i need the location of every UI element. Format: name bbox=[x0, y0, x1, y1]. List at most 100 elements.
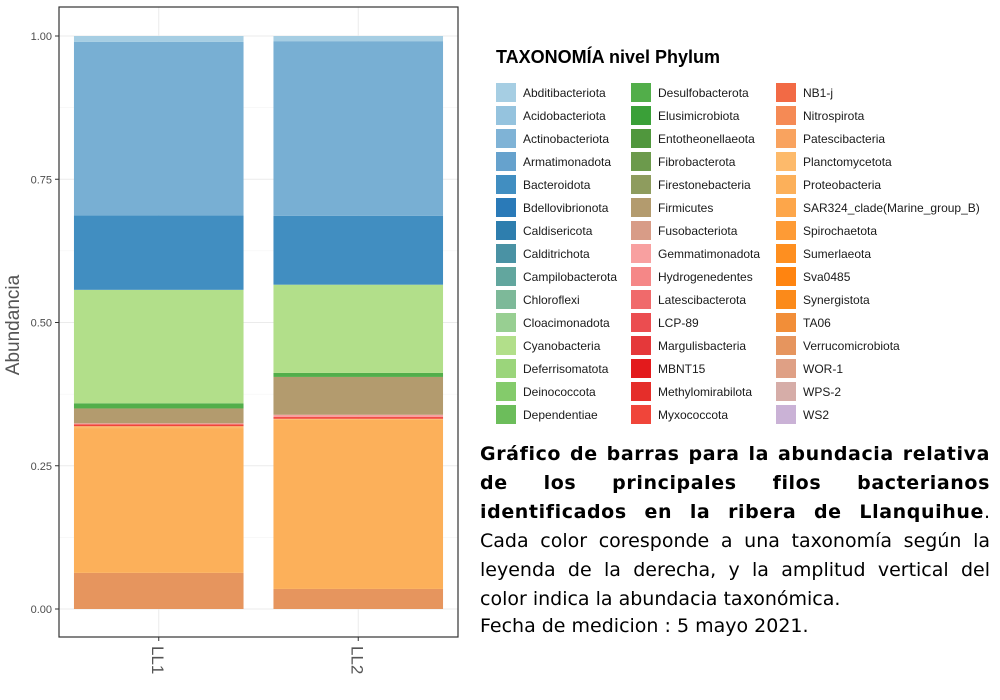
legend-label: Methylomirabilota bbox=[658, 385, 753, 399]
x-axis: LL1 LL2 bbox=[148, 637, 366, 674]
legend-key-swatch bbox=[496, 129, 516, 148]
legend-key-swatch bbox=[776, 83, 796, 102]
legend-key-swatch bbox=[776, 244, 796, 263]
legend-title: TAXONOMÍA nivel Phylum bbox=[496, 47, 721, 67]
legend-label: Myxococcota bbox=[658, 408, 729, 422]
bar-segment-ll2-abditibacteriota bbox=[273, 36, 444, 42]
legend-label: Caldisericota bbox=[523, 224, 593, 238]
legend-key-swatch bbox=[631, 290, 651, 309]
legend-key-swatch bbox=[631, 405, 651, 424]
legend-label: Planctomycetota bbox=[803, 155, 892, 169]
legend-label: Cloacimonadota bbox=[523, 316, 610, 330]
y-tick-label: 0.25 bbox=[31, 461, 52, 473]
y-tick-label: 1.00 bbox=[31, 31, 52, 43]
legend-label: Calditrichota bbox=[523, 247, 590, 261]
legend-key-swatch bbox=[776, 152, 796, 171]
legend-key-swatch bbox=[631, 221, 651, 240]
legend-key-swatch bbox=[631, 106, 651, 125]
figure-caption: Gráfico de barras para la abundacia rela… bbox=[480, 440, 990, 614]
legend-label: Fibrobacterota bbox=[658, 155, 736, 169]
y-tick-label: 0.00 bbox=[31, 604, 52, 616]
caption-text: . Cada color coresponde a una taxonomía … bbox=[480, 501, 990, 610]
bar-segment-ll2-desulfobacterota bbox=[273, 372, 444, 377]
legend-key-swatch bbox=[631, 336, 651, 355]
y-tick-label: 0.50 bbox=[31, 318, 52, 330]
legend-label: Elusimicrobiota bbox=[658, 109, 740, 123]
legend-label: Gemmatimonadota bbox=[658, 247, 761, 261]
legend-label: Bdellovibrionota bbox=[523, 201, 609, 215]
bar-segment-ll2-verrucomicrobiota bbox=[273, 588, 444, 609]
legend-key-swatch bbox=[776, 290, 796, 309]
legend-label: Deinococcota bbox=[523, 385, 596, 399]
legend-label: Firmicutes bbox=[658, 201, 714, 215]
legend-key-swatch bbox=[631, 198, 651, 217]
legend-label: SAR324_clade(Marine_group_B) bbox=[803, 201, 980, 215]
legend-label: WOR-1 bbox=[803, 362, 843, 376]
x-tick-label-ll1: LL1 bbox=[148, 646, 167, 674]
legend-key-swatch bbox=[776, 267, 796, 286]
legend-label: Sva0485 bbox=[803, 270, 851, 284]
legend-key-swatch bbox=[496, 313, 516, 332]
legend-label: Margulisbacteria bbox=[658, 339, 747, 353]
legend-label: Bacteroidota bbox=[523, 178, 591, 192]
y-tick-label: 0.75 bbox=[31, 174, 52, 186]
legend-key-swatch bbox=[776, 106, 796, 125]
legend-label: Verrucomicrobiota bbox=[803, 339, 900, 353]
bar-segment-ll1-abditibacteriota bbox=[73, 36, 244, 42]
legend-label: Campilobacterota bbox=[523, 270, 618, 284]
legend-label: Nitrospirota bbox=[803, 109, 865, 123]
legend-label: Latescibacterota bbox=[658, 293, 747, 307]
caption-bold: Gráfico de barras para la abundacia rela… bbox=[480, 443, 990, 523]
legend-label: Acidobacteriota bbox=[523, 109, 606, 123]
legend-label: Patescibacteria bbox=[803, 132, 886, 146]
legend-key-swatch bbox=[776, 405, 796, 424]
y-axis: 0.00 0.25 0.50 0.75 1.00 bbox=[31, 31, 59, 616]
legend-key-swatch bbox=[496, 290, 516, 309]
legend-label: Entotheonellaeota bbox=[658, 132, 755, 146]
bar-segment-ll1-planctomycetota bbox=[73, 426, 244, 429]
bar-segment-ll1-cyanobacteria bbox=[73, 289, 244, 404]
legend-label: Armatimonadota bbox=[523, 155, 612, 169]
legend-label: Actinobacteriota bbox=[523, 132, 610, 146]
legend-key-swatch bbox=[631, 244, 651, 263]
legend-key-swatch bbox=[496, 221, 516, 240]
legend-key-swatch bbox=[776, 313, 796, 332]
legend-key-swatch bbox=[776, 336, 796, 355]
legend-label: LCP-89 bbox=[658, 316, 699, 330]
bars bbox=[73, 36, 444, 609]
legend-key-swatch bbox=[631, 313, 651, 332]
bar-segment-ll1-myxococcota bbox=[73, 424, 244, 427]
bar-segment-ll1-bacteroidota bbox=[73, 215, 244, 290]
legend-label: Synergistota bbox=[803, 293, 870, 307]
legend-label: Firestonebacteria bbox=[658, 178, 751, 192]
legend-key-swatch bbox=[776, 382, 796, 401]
bar-segment-ll1-proteobacteria bbox=[73, 428, 244, 573]
legend-key-swatch bbox=[496, 359, 516, 378]
legend-key-swatch bbox=[631, 129, 651, 148]
bar-segment-ll2-actinobacteriota bbox=[273, 41, 444, 216]
legend-key-swatch bbox=[631, 83, 651, 102]
legend-key-swatch bbox=[631, 175, 651, 194]
legend-label: Sumerlaeota bbox=[803, 247, 872, 261]
bar-segment-ll2-cyanobacteria bbox=[273, 284, 444, 373]
legend-label: WPS-2 bbox=[803, 385, 842, 399]
bar-segment-ll1-gemmatimonadota bbox=[73, 423, 244, 425]
legend-label: WS2 bbox=[803, 408, 830, 422]
legend-key-swatch bbox=[496, 405, 516, 424]
legend-key-swatch bbox=[496, 106, 516, 125]
x-tick-label-ll2: LL2 bbox=[347, 646, 366, 674]
legend-label: Dependentiae bbox=[523, 408, 598, 422]
legend-key-swatch bbox=[496, 175, 516, 194]
legend-key-swatch bbox=[631, 382, 651, 401]
legend-label: Deferrisomatota bbox=[523, 362, 609, 376]
legend-key-swatch bbox=[496, 382, 516, 401]
legend-label: Spirochaetota bbox=[803, 224, 878, 238]
legend-label: Abditibacteriota bbox=[523, 86, 606, 100]
legend-label: NB1-j bbox=[803, 86, 834, 100]
bar-segment-ll1-verrucomicrobiota bbox=[73, 572, 244, 609]
legend-label: Proteobacteria bbox=[803, 178, 882, 192]
legend-key-swatch bbox=[496, 267, 516, 286]
legend-key-swatch bbox=[776, 198, 796, 217]
legend-label: MBNT15 bbox=[658, 362, 706, 376]
legend-key-swatch bbox=[776, 359, 796, 378]
